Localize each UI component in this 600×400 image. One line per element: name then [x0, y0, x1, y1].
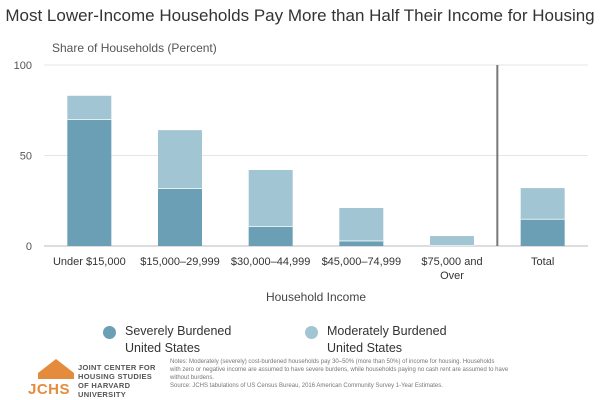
bar-severe: [339, 240, 384, 246]
y-tick-label: 50: [20, 151, 32, 163]
logo-line-1: JOINT CENTER FOR: [78, 363, 156, 372]
bar-moderate: [67, 95, 112, 120]
y-tick-label: 0: [26, 241, 32, 253]
x-tick-label: Total: [531, 256, 554, 268]
legend-item-moderate: Moderately Burdened United States: [305, 323, 447, 357]
bar-severe: [248, 226, 293, 246]
house-icon: [38, 359, 74, 379]
legend-swatch-severe: [103, 326, 116, 339]
x-tick-label: $30,000–44,999: [231, 256, 311, 268]
legend-label-moderate-line1: Moderately Burdened: [327, 324, 447, 338]
x-tick-label: $15,000–29,999: [140, 256, 220, 268]
x-tick-label: Over: [440, 270, 464, 282]
legend-swatch-moderate: [305, 326, 318, 339]
bar-severe: [520, 218, 565, 246]
bar-severe: [67, 119, 112, 246]
notes-line-1: Notes: Moderately (severely) cost-burden…: [170, 359, 495, 365]
logo-line-2: HOUSING STUDIES: [78, 372, 153, 381]
notes-line-4: Source: JCHS tabulations of US Census Bu…: [170, 383, 443, 389]
bar-moderate: [520, 188, 565, 219]
logo-mark: JCHS: [28, 381, 71, 398]
bar-moderate: [430, 236, 474, 246]
bar-moderate: [248, 169, 293, 227]
logo-line-3: OF HARVARD UNIVERSITY: [78, 381, 131, 399]
x-tick-label: $45,000–74,999: [322, 256, 402, 268]
logo-org-name: JOINT CENTER FOR HOUSING STUDIES OF HARV…: [78, 363, 158, 399]
x-tick-label: Under $15,000: [53, 256, 126, 268]
legend-item-severe: Severely Burdened United States: [103, 323, 232, 357]
jchs-logo: JCHS JOINT CENTER FOR HOUSING STUDIES OF…: [28, 355, 158, 399]
x-tick-label: $75,000 and: [421, 256, 482, 268]
x-axis-label: Household Income: [266, 290, 366, 304]
legend-label-moderate-line2: United States: [327, 341, 403, 355]
chart-title: Most Lower-Income Households Pay More th…: [5, 6, 595, 25]
legend-label-severe-line1: Severely Burdened: [125, 324, 232, 338]
notes-line-3: without burdens.: [170, 375, 215, 381]
bar-moderate: [339, 207, 384, 241]
y-axis-label: Share of Households (Percent): [52, 41, 217, 55]
bar-severe: [158, 188, 202, 246]
chart-notes: Notes: Moderately (severely) cost-burden…: [170, 358, 580, 390]
bar-chart: 0 50 100 Under $15,000 $15,000–29,999 $30,000…: [14, 60, 588, 304]
legend-label-severe-line2: United States: [125, 341, 201, 355]
bar-moderate: [158, 130, 202, 189]
notes-line-2: with zero or negative income are assumed…: [170, 367, 509, 373]
y-tick-label: 100: [14, 60, 32, 72]
